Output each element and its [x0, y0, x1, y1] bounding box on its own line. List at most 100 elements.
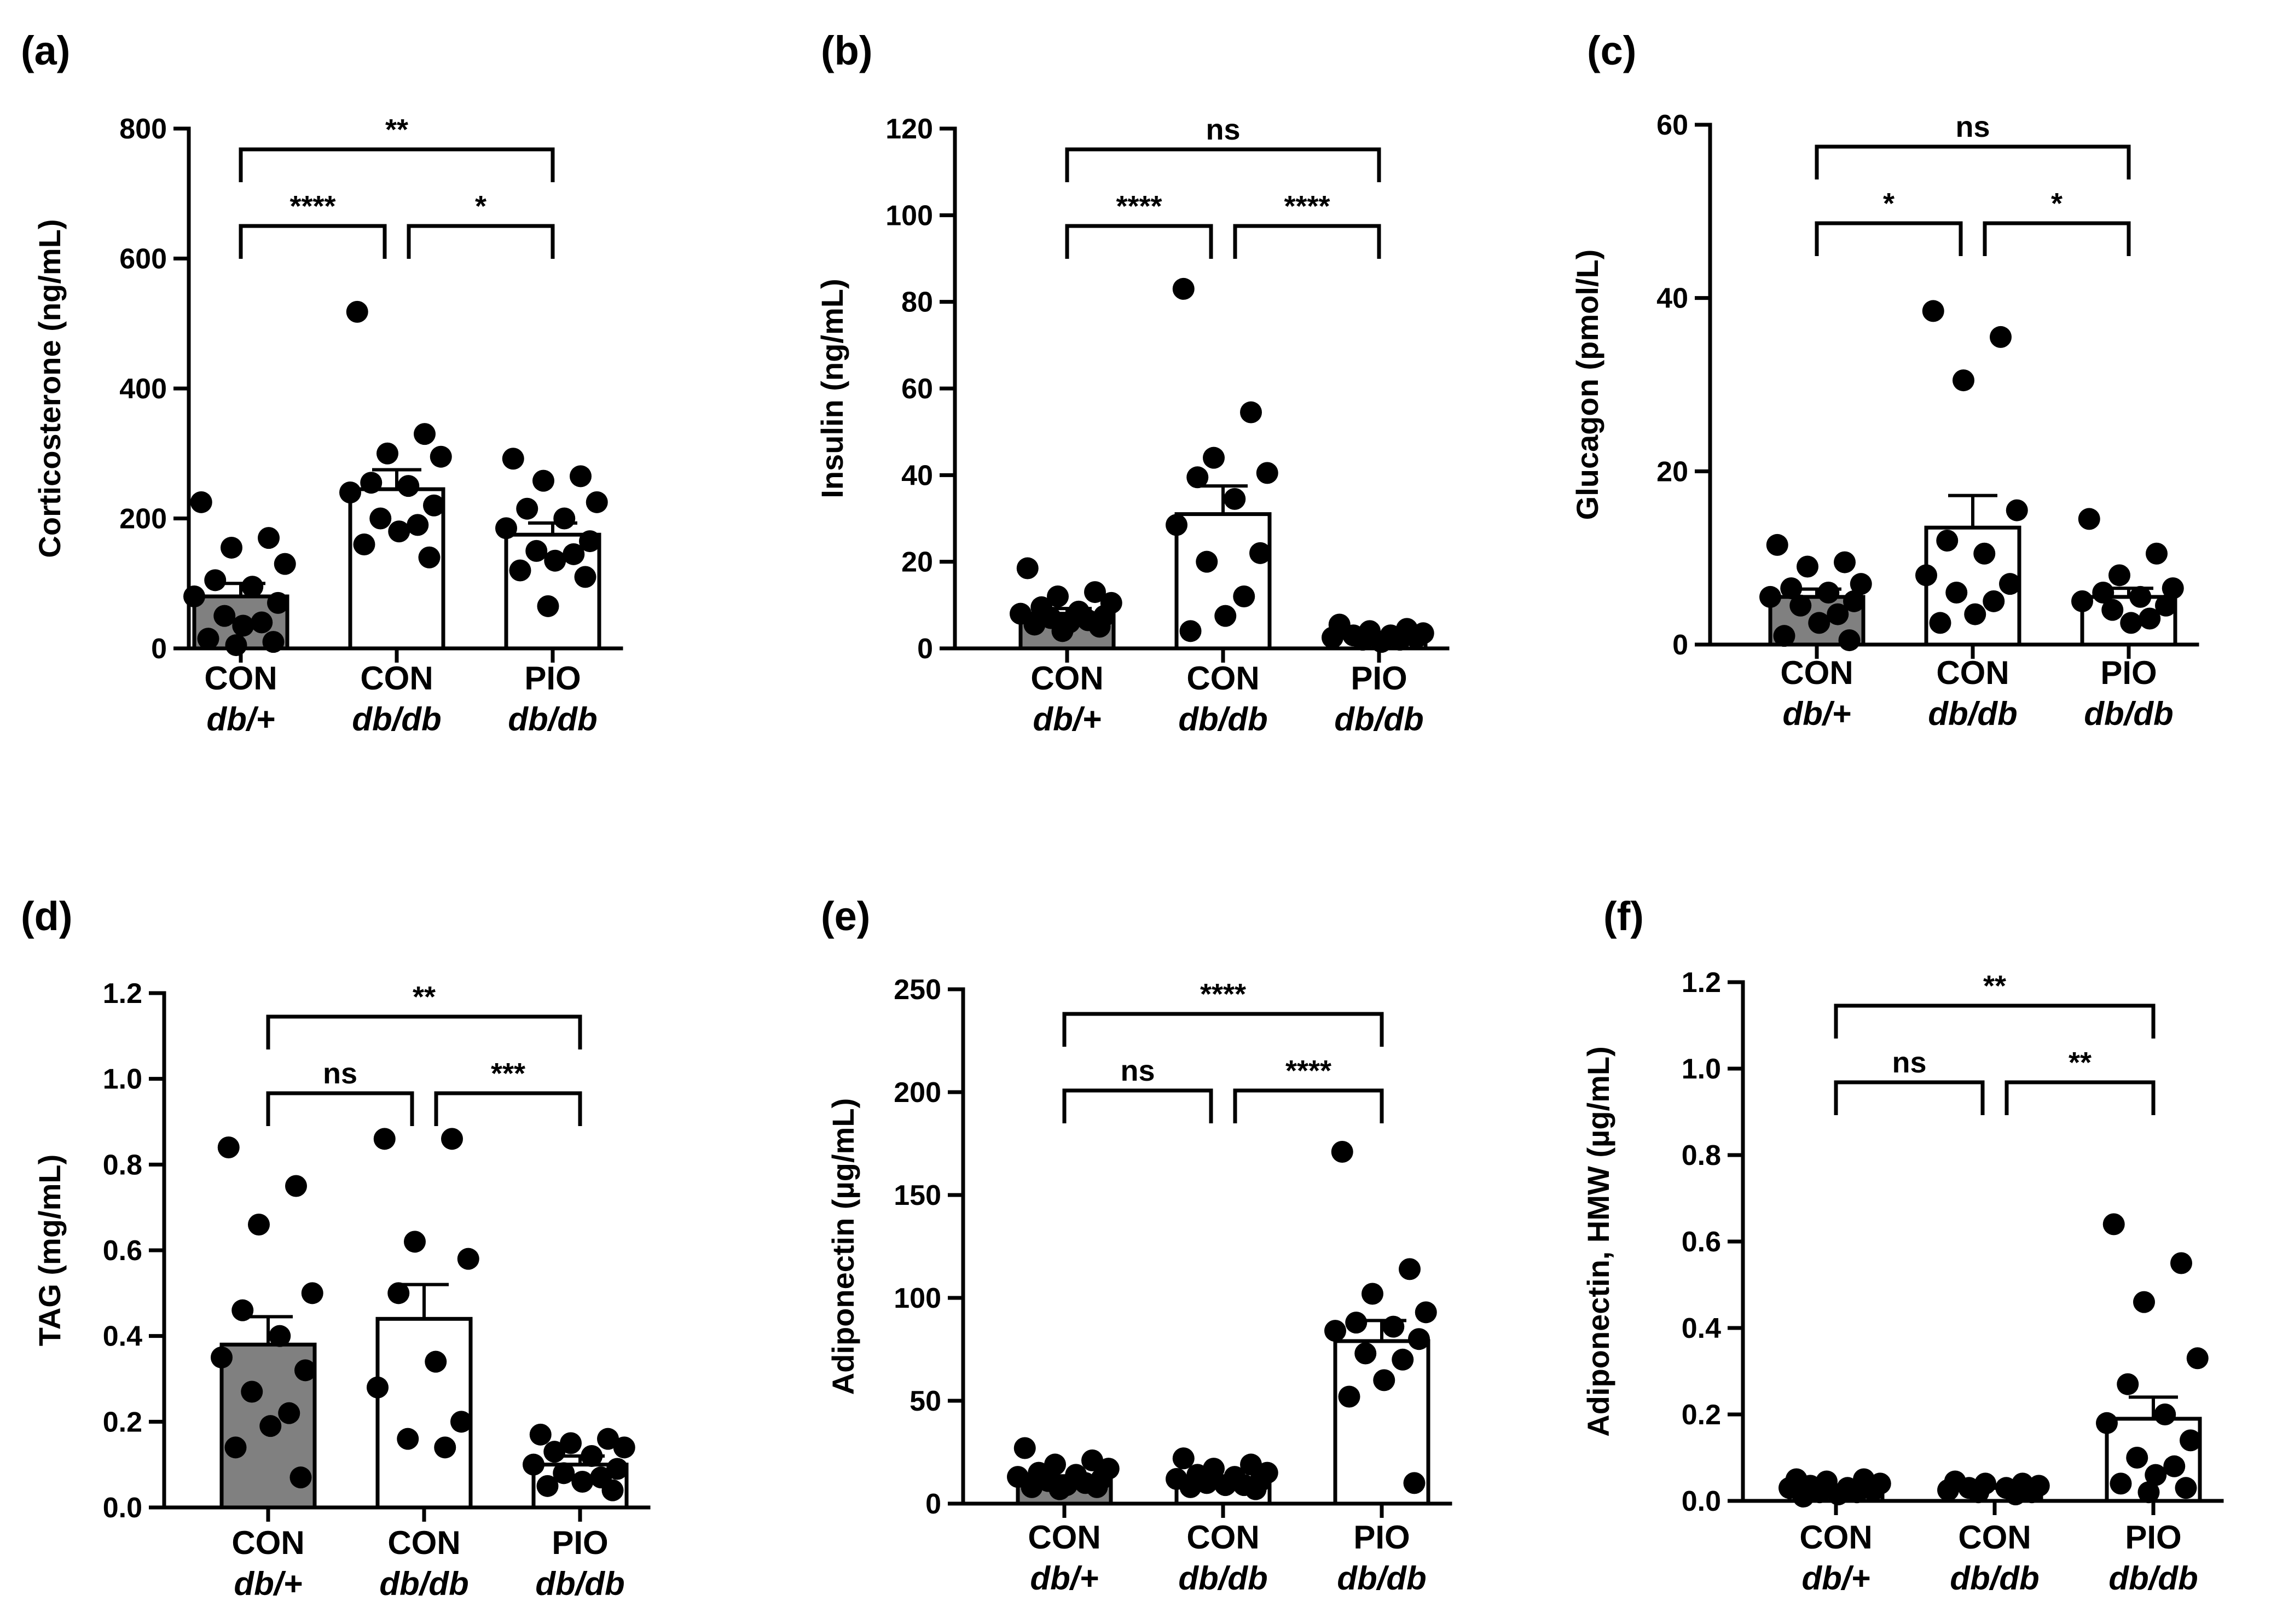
data-point: [241, 1381, 263, 1403]
y-tick-label: 0.6: [103, 1235, 142, 1267]
data-point: [221, 536, 242, 559]
data-point: [1780, 577, 1803, 600]
data-point: [1322, 627, 1343, 649]
data-point: [1013, 1437, 1036, 1459]
data-point: [532, 469, 554, 492]
data-point: [1370, 631, 1393, 653]
x-tick-label-genotype: db/db: [1334, 701, 1423, 738]
x-tick-label-genotype: db/+: [206, 701, 275, 738]
significance-bracket: [1062, 1088, 1213, 1123]
significance-bracket: [1233, 1088, 1384, 1123]
data-point: [1354, 1342, 1377, 1365]
y-tick-label: 60: [901, 373, 933, 405]
y-axis-label: Adiponectin, HMW (µg/mL): [1581, 1046, 1615, 1436]
data-point: [2186, 1347, 2209, 1370]
x-tick-label: CON: [1780, 654, 1853, 691]
panel-label: (a): [21, 28, 70, 73]
y-tick-label: 0.8: [1682, 1140, 1721, 1171]
data-point: [2146, 542, 2168, 565]
data-point: [1850, 573, 1872, 595]
data-point: [1789, 594, 1812, 617]
data-point: [1922, 300, 1944, 322]
data-point: [1838, 629, 1861, 652]
x-tick-label: CON: [231, 1524, 304, 1561]
data-point: [613, 1436, 635, 1459]
x-tick-label-genotype: db/db: [1950, 1560, 2039, 1597]
y-axis-label: TAG (mg/mL): [32, 1155, 67, 1346]
data-point: [1792, 1486, 1815, 1508]
x-tick-label: PIO: [2125, 1519, 2181, 1556]
y-tick-label: 0.4: [1682, 1313, 1721, 1344]
data-point: [1759, 585, 1781, 608]
significance-bracket: [434, 1091, 582, 1126]
y-tick-label: 1.0: [1682, 1053, 1721, 1085]
data-point: [2155, 594, 2177, 617]
data-point: [2162, 577, 2184, 600]
data-point: [211, 1346, 233, 1368]
data-point: [1808, 612, 1830, 634]
y-tick-label: 0: [925, 1488, 941, 1520]
y-tick-label: 0.2: [103, 1406, 142, 1438]
data-point: [2006, 499, 2028, 521]
data-point: [1937, 1479, 1959, 1501]
x-tick-label-genotype: db/+: [1801, 1560, 1870, 1597]
x-tick-label: PIO: [524, 660, 581, 697]
data-point: [1233, 585, 1255, 607]
y-tick-label: 20: [901, 547, 933, 578]
panel-label: (e): [821, 894, 870, 939]
y-axis-label: Adiponectin (µg/mL): [826, 1098, 860, 1395]
data-point: [1081, 1449, 1103, 1472]
data-point: [2120, 612, 2142, 634]
y-tick-label: 600: [119, 243, 167, 275]
significance-label: ****: [289, 190, 335, 223]
data-point: [1023, 613, 1046, 636]
data-point: [2092, 582, 2114, 604]
x-tick-label: PIO: [2100, 654, 2157, 691]
x-tick-label-genotype: db/+: [1782, 695, 1851, 732]
data-point: [423, 494, 445, 517]
data-point: [509, 559, 531, 582]
data-point: [1999, 573, 2021, 595]
data-point: [1990, 326, 2012, 348]
x-tick-label: CON: [1799, 1519, 1872, 1556]
data-point: [1086, 1476, 1108, 1498]
x-tick-label-genotype: db/db: [1178, 1560, 1267, 1597]
data-point: [1196, 550, 1218, 573]
y-tick-label: 0.8: [103, 1149, 142, 1181]
x-tick-label-genotype: db/+: [1033, 701, 1101, 738]
data-point: [2129, 585, 2152, 608]
y-tick-label: 0: [1672, 629, 1688, 661]
data-point: [1408, 1328, 1430, 1350]
data-point: [224, 1436, 247, 1459]
x-tick-label-genotype: db/db: [1928, 695, 2017, 732]
data-point: [278, 1402, 300, 1424]
significance-bracket: [1983, 221, 2131, 256]
significance-label: ****: [1285, 1054, 1331, 1087]
data-point: [1179, 620, 1202, 642]
data-point: [360, 472, 383, 494]
y-tick-label: 1.0: [103, 1064, 142, 1095]
data-point: [457, 1248, 479, 1270]
data-point: [434, 1436, 456, 1459]
y-axis-label: Corticosterone (ng/mL): [32, 219, 67, 558]
data-point: [1846, 1481, 1868, 1504]
y-axis-label: Insulin (ng/mL): [815, 279, 849, 498]
x-tick-label-genotype: db/+: [1030, 1560, 1098, 1597]
y-tick-label: 0.0: [1682, 1486, 1721, 1517]
data-point: [373, 1128, 396, 1150]
data-point: [2108, 564, 2130, 587]
data-point: [1352, 629, 1374, 651]
data-point: [553, 507, 576, 530]
data-point: [1827, 1483, 1850, 1506]
data-point: [346, 300, 368, 323]
x-tick-label: PIO: [552, 1524, 608, 1561]
data-point: [571, 1471, 594, 1493]
data-point: [2180, 1429, 2202, 1452]
data-point: [495, 517, 517, 540]
x-tick-label-genotype: db/+: [234, 1565, 302, 1602]
y-tick-label: 60: [1656, 109, 1688, 141]
significance-label: ns: [1892, 1046, 1926, 1079]
y-tick-label: 40: [1656, 283, 1688, 315]
y-tick-label: 40: [901, 460, 933, 491]
significance-bracket: [1834, 1080, 1985, 1115]
